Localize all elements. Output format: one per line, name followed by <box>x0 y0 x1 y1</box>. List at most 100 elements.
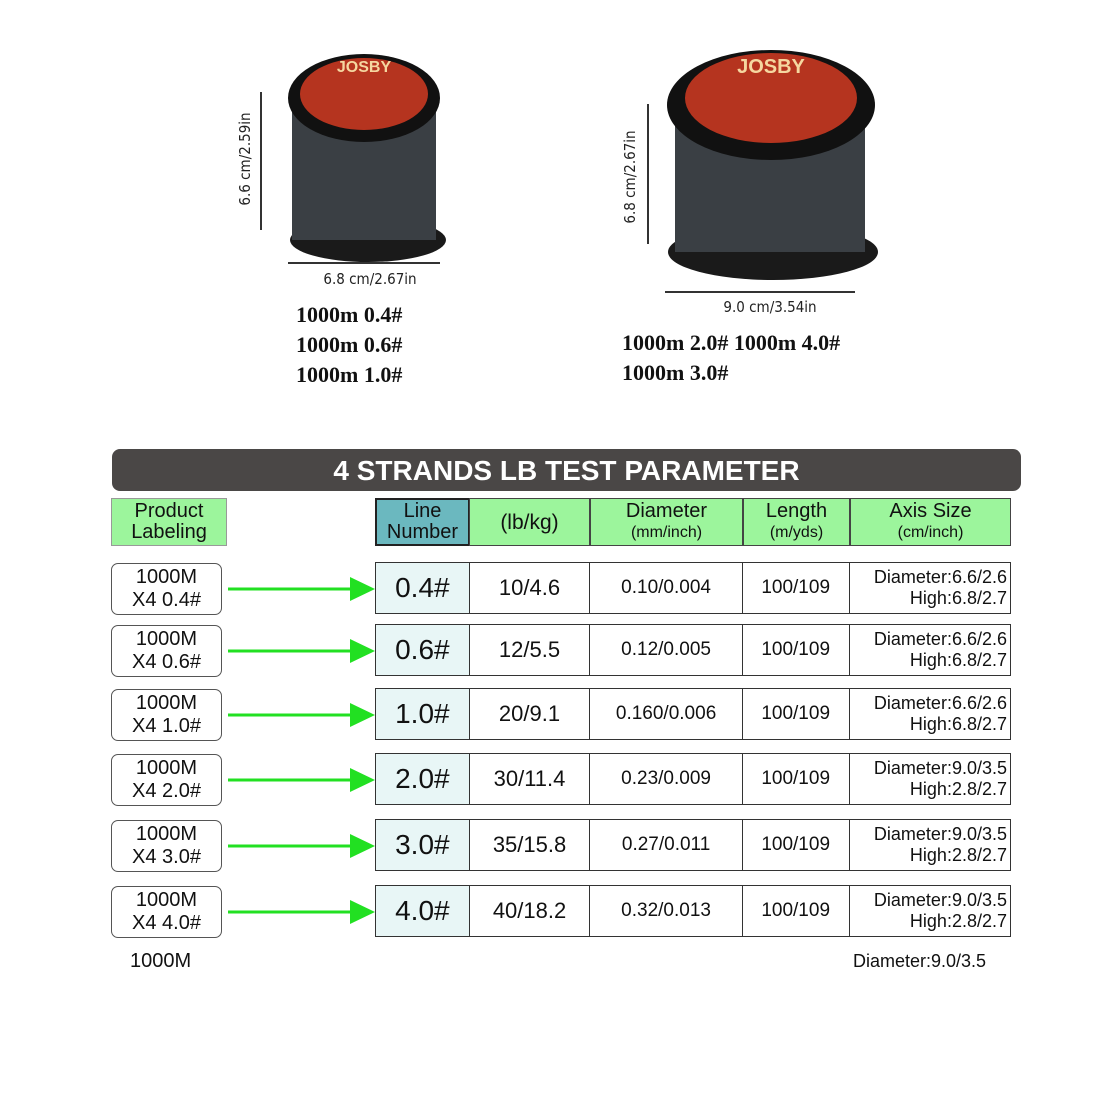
axis-high: High:6.8/2.7 <box>909 588 1007 608</box>
axis-high: High:2.8/2.7 <box>909 845 1007 865</box>
axis-size-cell: Diameter:6.6/2.6 High:6.8/2.7 <box>850 563 1011 613</box>
table-row: 3.0# 35/15.8 0.27/0.011 100/109 Diameter… <box>375 819 1011 871</box>
axis-size-cell: Diameter:9.0/3.5 High:2.8/2.7 <box>850 754 1011 804</box>
product-label-box: 1000M X4 0.4# <box>111 563 222 615</box>
width-dimension-line <box>665 291 855 293</box>
header-product-labeling: Product Labeling <box>111 498 227 546</box>
length-cell: 100/109 <box>743 689 850 739</box>
arrow-icon <box>228 639 375 663</box>
large-width-dim: 9.0 cm/3.54in <box>723 298 817 316</box>
diameter-cell: 0.12/0.005 <box>590 625 743 675</box>
axis-diameter: Diameter:9.0/3.5 <box>873 824 1007 844</box>
svg-text:JOSBY: JOSBY <box>337 59 392 76</box>
header-diameter: Diameter (mm/inch) <box>590 498 743 546</box>
lb-kg-cell: 30/11.4 <box>470 754 591 804</box>
label-length: 1000M <box>135 889 198 911</box>
length-cell: 100/109 <box>743 886 850 936</box>
label-length: 1000M <box>135 757 198 779</box>
line-number-cell: 3.0# <box>376 820 470 870</box>
table-row: 1.0# 20/9.1 0.160/0.006 100/109 Diameter… <box>375 688 1011 740</box>
label-spec: X4 3.0# <box>132 846 201 868</box>
svg-text:JOSBY: JOSBY <box>737 56 805 78</box>
spec-line: 1000m 0.6# <box>296 332 403 357</box>
table-row: 0.4# 10/4.6 0.10/0.004 100/109 Diameter:… <box>375 562 1011 614</box>
height-dimension-line <box>260 92 270 230</box>
length-cell: 100/109 <box>743 820 850 870</box>
axis-size-cell: Diameter:6.6/2.6 High:6.8/2.7 <box>850 625 1011 675</box>
label-length: 1000M <box>135 823 198 845</box>
small-height-dim: 6.6 cm/2.59in <box>236 112 254 206</box>
width-dimension-line <box>288 262 440 264</box>
label-spec: X4 2.0# <box>132 780 201 802</box>
axis-size-cell: Diameter:6.6/2.6 High:6.8/2.7 <box>850 689 1011 739</box>
header-lb-kg: (lb/kg) <box>469 498 590 546</box>
axis-diameter: Diameter:6.6/2.6 <box>873 567 1007 587</box>
table-row: 2.0# 30/11.4 0.23/0.009 100/109 Diameter… <box>375 753 1011 805</box>
product-label-box: 1000M X4 4.0# <box>111 886 222 938</box>
label-spec: X4 1.0# <box>132 715 201 737</box>
lb-kg-cell: 40/18.2 <box>470 886 591 936</box>
table-row: 4.0# 40/18.2 0.32/0.013 100/109 Diameter… <box>375 885 1011 937</box>
height-dimension-line <box>647 104 657 244</box>
axis-size-cell: Diameter:9.0/3.5 High:2.8/2.7 <box>850 886 1011 936</box>
spec-line: 1000m 2.0# 1000m 4.0# <box>622 330 841 355</box>
diameter-cell: 0.23/0.009 <box>590 754 743 804</box>
diameter-cell: 0.27/0.011 <box>590 820 743 870</box>
large-spool-image: JOSBY <box>667 50 878 280</box>
axis-diameter: Diameter:6.6/2.6 <box>873 693 1007 713</box>
product-label-box: 1000M X4 1.0# <box>111 689 222 741</box>
label-spec: X4 4.0# <box>132 912 201 934</box>
line-number-cell: 2.0# <box>376 754 470 804</box>
arrow-icon <box>228 577 375 601</box>
product-label-box: 1000M X4 3.0# <box>111 820 222 872</box>
spec-line: 1000m 3.0# <box>622 360 729 385</box>
length-cell: 100/109 <box>743 625 850 675</box>
line-number-cell: 4.0# <box>376 886 470 936</box>
label-length: 1000M <box>135 566 198 588</box>
axis-size-cell: Diameter:9.0/3.5 High:2.8/2.7 <box>850 820 1011 870</box>
label-length: 1000M <box>135 628 198 650</box>
diameter-cell: 0.32/0.013 <box>590 886 743 936</box>
label-spec: X4 0.4# <box>132 589 201 611</box>
spec-line: 1000m 0.4# <box>296 302 403 327</box>
large-spool-specs: 1000m 2.0# 1000m 4.0# 1000m 3.0# <box>622 328 840 388</box>
spec-line: 1000m 1.0# <box>296 362 403 387</box>
lb-kg-cell: 12/5.5 <box>470 625 591 675</box>
arrow-icon <box>228 834 375 858</box>
diameter-cell: 0.10/0.004 <box>590 563 743 613</box>
length-cell: 100/109 <box>743 563 850 613</box>
lb-kg-cell: 10/4.6 <box>470 563 591 613</box>
product-label-box: 1000M X4 2.0# <box>111 754 222 806</box>
axis-high: High:2.8/2.7 <box>909 779 1007 799</box>
header-axis-size: Axis Size (cm/inch) <box>850 498 1011 546</box>
line-number-cell: 1.0# <box>376 689 470 739</box>
axis-high: High:6.8/2.7 <box>909 650 1007 670</box>
small-spool-image: JOSBY <box>288 54 446 262</box>
small-spool-specs: 1000m 0.4# 1000m 0.6# 1000m 1.0# <box>296 300 402 390</box>
footer-axis: Diameter:9.0/3.5 <box>853 951 987 971</box>
length-cell: 100/109 <box>743 754 850 804</box>
product-label-box: 1000M X4 0.6# <box>111 625 222 677</box>
table-title-banner: 4 STRANDS LB TEST PARAMETER <box>112 449 1021 491</box>
axis-diameter: Diameter:9.0/3.5 <box>873 890 1007 910</box>
small-width-dim: 6.8 cm/2.67in <box>323 270 417 288</box>
label-spec: X4 0.6# <box>132 651 201 673</box>
label-length: 1000M <box>135 692 198 714</box>
axis-diameter: Diameter:6.6/2.6 <box>873 629 1007 649</box>
large-height-dim: 6.8 cm/2.67in <box>621 130 639 224</box>
axis-diameter: Diameter:9.0/3.5 <box>873 758 1007 778</box>
arrow-icon <box>228 703 375 727</box>
table-row: 0.6# 12/5.5 0.12/0.005 100/109 Diameter:… <box>375 624 1011 676</box>
diameter-cell: 0.160/0.006 <box>590 689 743 739</box>
lb-kg-cell: 35/15.8 <box>470 820 591 870</box>
arrow-icon <box>228 768 375 792</box>
lb-kg-cell: 20/9.1 <box>470 689 591 739</box>
axis-high: High:2.8/2.7 <box>909 911 1007 931</box>
line-number-cell: 0.6# <box>376 625 470 675</box>
arrow-icon <box>228 900 375 924</box>
header-length: Length (m/yds) <box>743 498 850 546</box>
footer-label: 1000M <box>130 950 192 972</box>
header-line-number: Line Number <box>375 498 470 546</box>
axis-high: High:6.8/2.7 <box>909 714 1007 734</box>
line-number-cell: 0.4# <box>376 563 470 613</box>
